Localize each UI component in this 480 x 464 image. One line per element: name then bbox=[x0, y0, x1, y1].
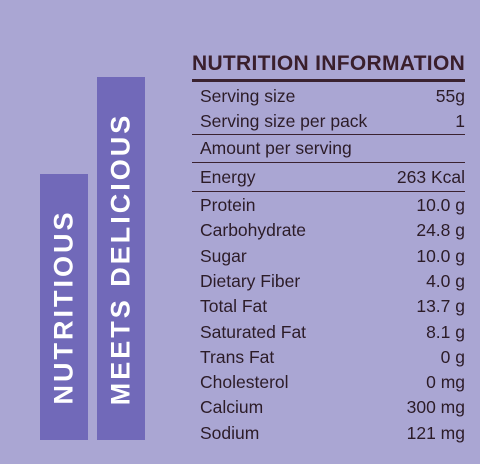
row-label: Protein bbox=[200, 195, 256, 215]
row-label: Saturated Fat bbox=[200, 321, 307, 342]
side-bar: NUTRITIOUS bbox=[40, 174, 88, 440]
amount-header: Amount per serving bbox=[200, 138, 352, 158]
row-value: 1 bbox=[455, 111, 465, 131]
side-text: NUTRITIOUS bbox=[48, 209, 79, 405]
rule bbox=[192, 134, 465, 135]
row-value: 10.0 g bbox=[416, 195, 465, 215]
row-value: 13.7 g bbox=[416, 296, 465, 317]
row-label: Calcium bbox=[200, 397, 264, 418]
row-value: 0 mg bbox=[426, 372, 465, 393]
row-value: 4.0 g bbox=[426, 270, 465, 291]
row-value: 121 mg bbox=[406, 422, 465, 443]
row-value: 10.0 g bbox=[416, 245, 465, 266]
row-value: 300 mg bbox=[406, 397, 465, 418]
rule bbox=[192, 162, 465, 163]
row-label: Trans Fat bbox=[200, 346, 275, 367]
row-label: Cholesterol bbox=[200, 372, 289, 393]
row-label: Sugar bbox=[200, 245, 247, 266]
side-bar: MEETS DELICIOUS bbox=[97, 77, 145, 440]
row-label: Dietary Fiber bbox=[200, 270, 301, 291]
row-label: Carbohydrate bbox=[200, 220, 307, 241]
row-label: Serving size bbox=[200, 86, 296, 106]
row-label: Energy bbox=[200, 167, 256, 187]
row-value: 8.1 g bbox=[426, 321, 465, 342]
panel-title: NUTRITION INFORMATION bbox=[192, 52, 466, 75]
row-value: 55g bbox=[435, 86, 465, 106]
row-value: 0 g bbox=[440, 346, 465, 367]
side-text: MEETS DELICIOUS bbox=[105, 112, 136, 405]
row-label: Serving size per pack bbox=[200, 111, 368, 131]
rule bbox=[192, 79, 465, 82]
row-value: 24.8 g bbox=[416, 220, 465, 241]
rule bbox=[192, 191, 465, 192]
row-value: 263 Kcal bbox=[396, 167, 465, 187]
row-label: Total Fat bbox=[200, 296, 268, 317]
row-label: Sodium bbox=[200, 422, 260, 443]
